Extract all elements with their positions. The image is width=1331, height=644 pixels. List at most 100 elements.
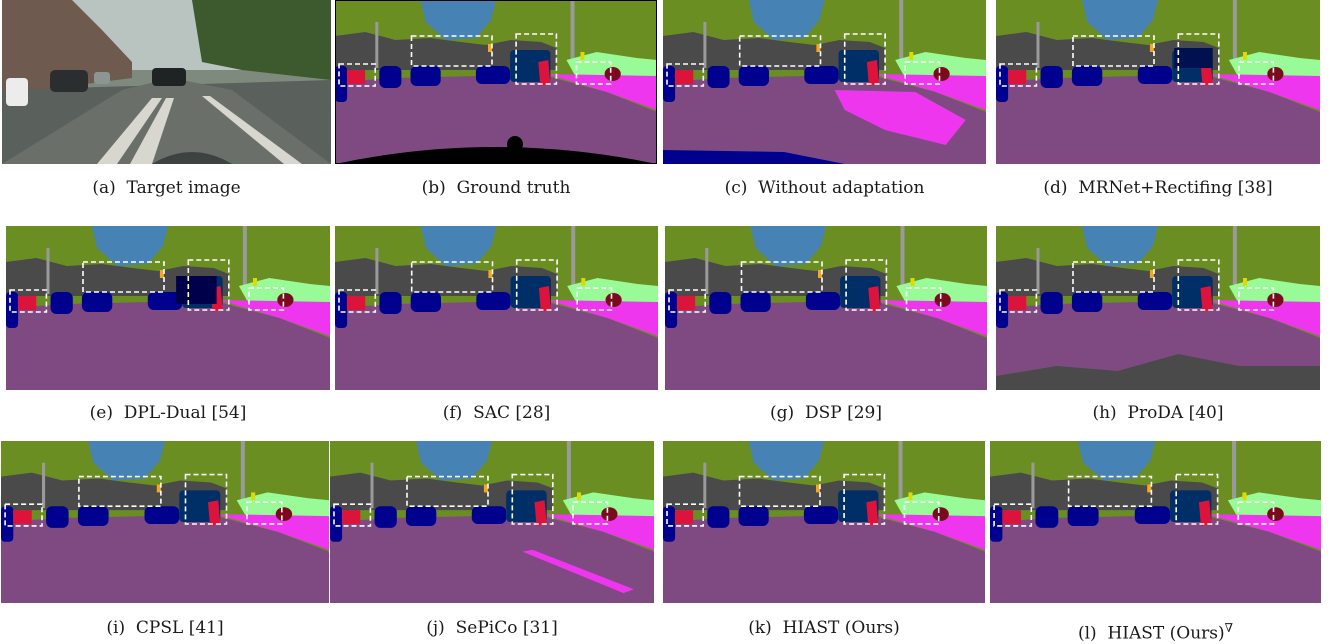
car-region bbox=[6, 292, 19, 328]
person-region bbox=[538, 286, 551, 312]
terrain-region bbox=[567, 278, 658, 306]
traffic-light-region bbox=[156, 484, 161, 493]
sky-region bbox=[420, 226, 497, 266]
building-region bbox=[990, 472, 1218, 511]
highlight-box bbox=[511, 473, 554, 525]
caption-i: (i) CPSL [41] bbox=[106, 618, 224, 638]
rider-region bbox=[277, 293, 294, 307]
sidewalk-region bbox=[1208, 74, 1320, 110]
person-region bbox=[675, 510, 694, 524]
sky-region bbox=[416, 441, 492, 481]
car-region bbox=[707, 66, 730, 88]
car-region bbox=[803, 506, 839, 524]
car-region bbox=[471, 506, 507, 524]
car-region bbox=[1137, 66, 1173, 84]
sky-region bbox=[1082, 0, 1158, 40]
highlight-box bbox=[575, 61, 612, 85]
traffic-sign-region bbox=[909, 52, 914, 60]
traffic-sign-region bbox=[1243, 278, 1247, 286]
traffic-light-region bbox=[1149, 44, 1154, 52]
building-region bbox=[330, 472, 553, 511]
sidewalk-region bbox=[216, 514, 329, 550]
pole-region bbox=[899, 0, 904, 66]
terrain-region bbox=[896, 278, 987, 306]
sidewalk-artifact bbox=[834, 90, 966, 145]
car-region bbox=[476, 292, 511, 310]
car-region bbox=[1067, 506, 1099, 526]
car-region bbox=[50, 292, 73, 314]
sidewalk-region bbox=[546, 74, 657, 110]
highlight-box bbox=[338, 289, 377, 313]
person-region bbox=[538, 60, 551, 86]
car-region bbox=[410, 292, 441, 312]
segmentation-map bbox=[663, 441, 985, 603]
person-region bbox=[868, 286, 881, 312]
terrain-region bbox=[562, 492, 654, 520]
traffic-sign-region bbox=[253, 278, 257, 286]
car-region bbox=[738, 66, 769, 86]
rider-region bbox=[1267, 67, 1284, 81]
car-region bbox=[665, 292, 678, 328]
highlight-box bbox=[666, 63, 705, 87]
person-region bbox=[342, 510, 361, 524]
building-region bbox=[663, 472, 885, 511]
person-region bbox=[675, 70, 694, 84]
highlight-box bbox=[905, 287, 942, 311]
highlight-box bbox=[248, 287, 285, 311]
road-region bbox=[1, 516, 329, 603]
traffic-light-region bbox=[1149, 270, 1154, 278]
rider-region bbox=[604, 67, 621, 81]
sky-region bbox=[92, 226, 168, 266]
car-region bbox=[738, 506, 769, 526]
pole-region bbox=[703, 462, 707, 509]
sky-region bbox=[420, 0, 496, 40]
caption-d: (d) MRNet+Rectifing [38] bbox=[1043, 178, 1273, 198]
caption-e: (e) DPL-Dual [54] bbox=[89, 403, 247, 423]
pole-region bbox=[1232, 226, 1237, 292]
road-region bbox=[990, 516, 1321, 603]
sidewalk-region bbox=[542, 514, 654, 550]
road-region bbox=[663, 516, 985, 603]
target-image bbox=[2, 0, 331, 164]
highlight-box bbox=[4, 503, 43, 527]
car-region bbox=[335, 292, 348, 328]
highlight-box bbox=[1175, 473, 1219, 525]
road-region bbox=[330, 516, 654, 603]
highlight-box bbox=[668, 289, 707, 313]
person-region bbox=[1008, 70, 1027, 84]
highlight-box bbox=[738, 475, 821, 507]
pole-region bbox=[42, 462, 46, 509]
void-border bbox=[335, 0, 657, 164]
segmentation-map bbox=[6, 226, 330, 390]
traffic-light-region bbox=[159, 270, 164, 278]
panel-g: (g) DSP [29] bbox=[665, 226, 987, 426]
car-region bbox=[335, 66, 348, 102]
highlight-box bbox=[843, 473, 886, 525]
highlight-box bbox=[740, 261, 823, 293]
traffic-sign-region bbox=[581, 278, 586, 286]
sky-region bbox=[748, 441, 824, 481]
rider-region bbox=[275, 507, 293, 521]
car-region bbox=[379, 66, 402, 88]
highlight-box bbox=[1072, 261, 1155, 293]
car-region bbox=[374, 506, 397, 528]
traffic-light-region bbox=[818, 270, 822, 278]
highlight-box bbox=[406, 475, 489, 507]
sky-region bbox=[750, 226, 826, 266]
highlight-box bbox=[1177, 33, 1220, 85]
road-region bbox=[6, 302, 330, 390]
highlight-box bbox=[993, 503, 1033, 527]
rider-region bbox=[1267, 507, 1284, 521]
person-region bbox=[208, 500, 221, 526]
traffic-sign-region bbox=[580, 52, 585, 60]
ground-truth-map bbox=[335, 0, 657, 164]
terrain-region bbox=[238, 278, 330, 306]
traffic-light-region bbox=[488, 44, 492, 52]
segmentation-map bbox=[1, 441, 329, 603]
rider-region bbox=[933, 67, 950, 81]
segmentation-map bbox=[990, 441, 1321, 603]
panel-k: (k) HIAST (Ours) bbox=[663, 441, 985, 641]
sidewalk-region bbox=[875, 74, 986, 110]
panel-a: (a) Target image bbox=[2, 0, 331, 200]
traffic-light-region bbox=[816, 44, 821, 52]
